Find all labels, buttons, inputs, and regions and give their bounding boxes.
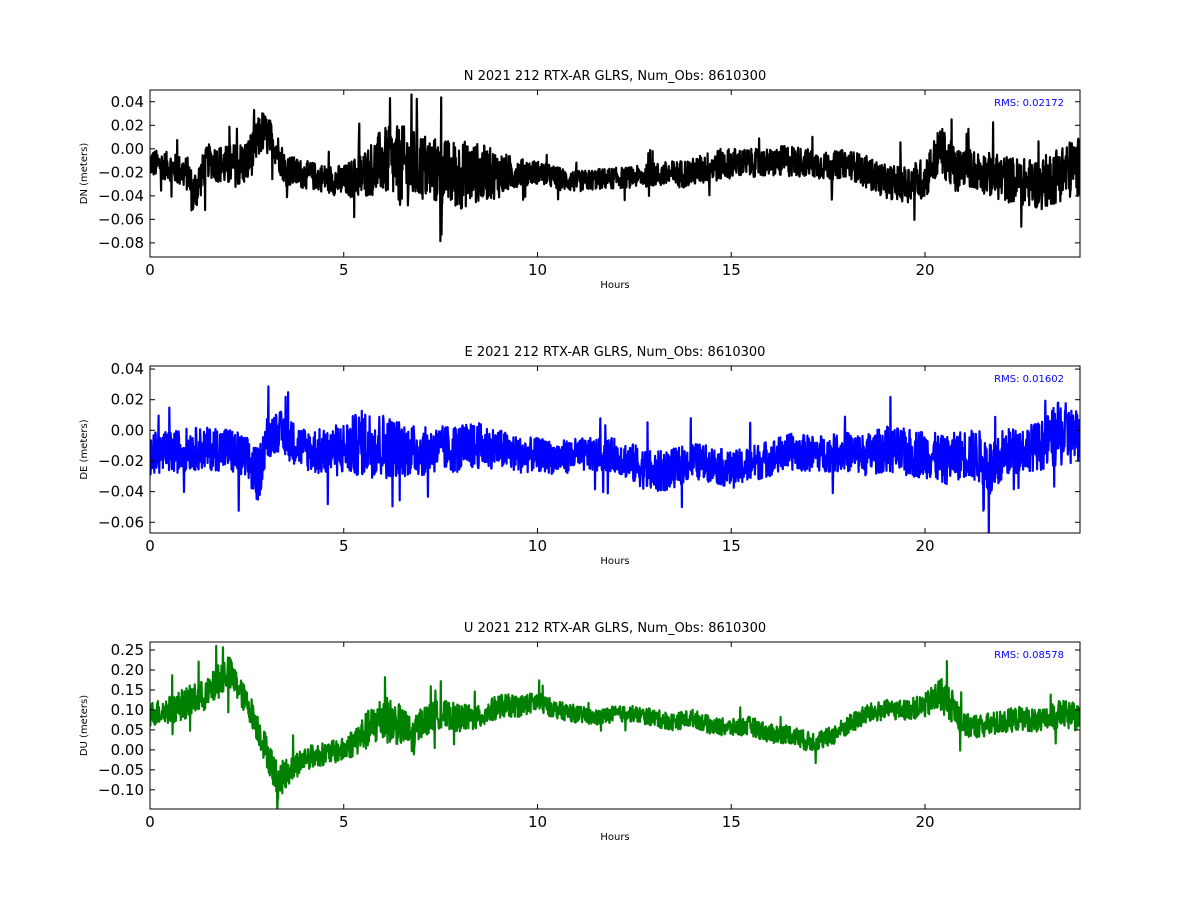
up-y-axis-label: DU (meters)	[79, 695, 90, 756]
east-rms-annotation: RMS: 0.01602	[994, 374, 1064, 385]
north-ytick-label: −0.04	[98, 187, 144, 205]
up-xtick-label: 15	[722, 813, 741, 831]
east-xtick-label: 15	[722, 537, 741, 555]
north-rms-annotation: RMS: 0.02172	[994, 98, 1064, 109]
up-rms-annotation: RMS: 0.08578	[994, 650, 1064, 661]
up-ytick-label: −0.05	[98, 761, 144, 779]
north-ytick-label: −0.08	[98, 234, 144, 252]
up-ytick-label: −0.10	[98, 781, 144, 799]
up-ytick-label: 0.10	[111, 701, 144, 719]
east-xtick-label: 10	[528, 537, 547, 555]
up-chart-title: U 2021 212 RTX-AR GLRS, Num_Obs: 8610300	[464, 621, 766, 636]
north-xtick-label: 20	[915, 261, 934, 279]
north-panel: 0 5 10 15 20 0.04 0.02 0.00 −0.02 −0.04 −0.06 −0.08…	[79, 69, 1081, 291]
east-axes-frame	[149, 365, 1081, 534]
east-ytick-label: 0.02	[111, 391, 144, 409]
east-x-axis-label: Hours	[600, 556, 629, 567]
up-ytick-label: 0.20	[111, 661, 144, 679]
north-xtick-label: 5	[339, 261, 349, 279]
north-axes-frame	[149, 89, 1081, 258]
up-ytick-label: 0.05	[111, 721, 144, 739]
up-ytick-label: 0.25	[111, 641, 144, 659]
east-series-line	[150, 385, 1080, 533]
east-ytick-label: 0.04	[111, 360, 144, 378]
north-ytick-label: 0.02	[111, 116, 144, 134]
north-ytick-label: −0.02	[98, 163, 144, 181]
east-xtick-label: 20	[915, 537, 934, 555]
east-chart-title: E 2021 212 RTX-AR GLRS, Num_Obs: 8610300	[465, 345, 766, 360]
up-series-line	[150, 644, 1080, 809]
up-xtick-label: 20	[915, 813, 934, 831]
up-axes-frame	[149, 641, 1081, 810]
up-panel: 0 5 10 15 20 0.25 0.20 0.15 0.10 0.05 0.00 −0.05 −0.…	[79, 621, 1081, 843]
north-xtick-label: 15	[722, 261, 741, 279]
north-xtick-label: 0	[145, 261, 155, 279]
east-xtick-label: 5	[339, 537, 349, 555]
up-x-axis-label: Hours	[600, 832, 629, 843]
east-y-axis-label: DE (meters)	[79, 419, 90, 479]
east-ytick-label: −0.06	[98, 513, 144, 531]
up-ytick-label: 0.00	[111, 741, 144, 759]
north-ytick-label: 0.00	[111, 140, 144, 158]
east-ytick-label: −0.02	[98, 452, 144, 470]
north-x-axis-label: Hours	[600, 280, 629, 291]
north-series-line	[150, 93, 1080, 243]
up-xtick-label: 5	[339, 813, 349, 831]
up-xtick-label: 10	[528, 813, 547, 831]
east-ytick-label: −0.04	[98, 483, 144, 501]
up-ytick-label: 0.15	[111, 681, 144, 699]
east-panel: 0 5 10 15 20 0.04 0.02 0.00 −0.02 −0.04 −0.06 E 202…	[79, 345, 1081, 567]
east-ytick-label: 0.00	[111, 421, 144, 439]
east-xtick-label: 0	[145, 537, 155, 555]
north-y-axis-label: DN (meters)	[79, 143, 90, 205]
north-xtick-label: 10	[528, 261, 547, 279]
north-chart-title: N 2021 212 RTX-AR GLRS, Num_Obs: 8610300	[464, 69, 766, 84]
up-xtick-label: 0	[145, 813, 155, 831]
north-ytick-label: −0.06	[98, 210, 144, 228]
north-ytick-label: 0.04	[111, 93, 144, 111]
